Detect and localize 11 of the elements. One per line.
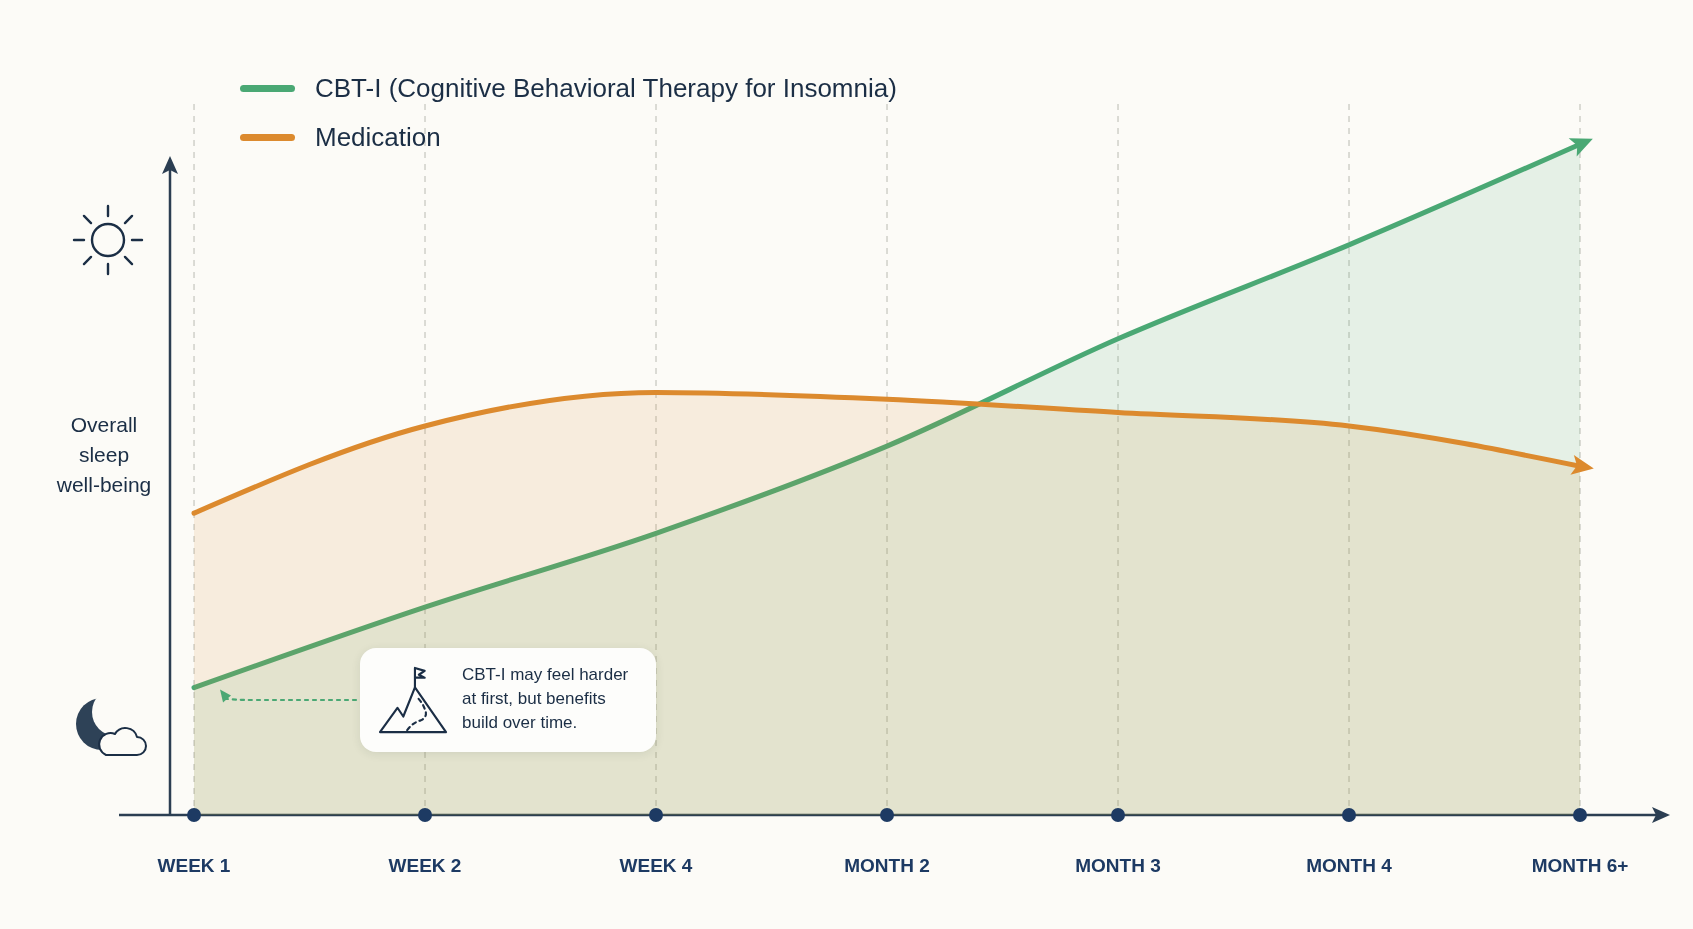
x-tick-label: MONTH 3: [1075, 855, 1161, 876]
legend-label: Medication: [315, 122, 441, 153]
x-tick-label: WEEK 4: [619, 855, 693, 876]
annotation: CBT-I may feel harder at first, but benefits build over time.: [462, 664, 630, 734]
x-tick-label: MONTH 4: [1306, 855, 1393, 876]
legend-label: CBT-I (Cognitive Behavioral Therapy for Insomnia): [315, 73, 897, 104]
x-tick-label: MONTH 6+: [1531, 855, 1629, 876]
x-tick-label: WEEK 2: [388, 855, 462, 876]
x-tick-label: MONTH 2: [844, 855, 930, 876]
x-tick-label: WEEK 1: [157, 855, 231, 876]
y-axis-title: Overall sleep well-being: [55, 412, 153, 498]
